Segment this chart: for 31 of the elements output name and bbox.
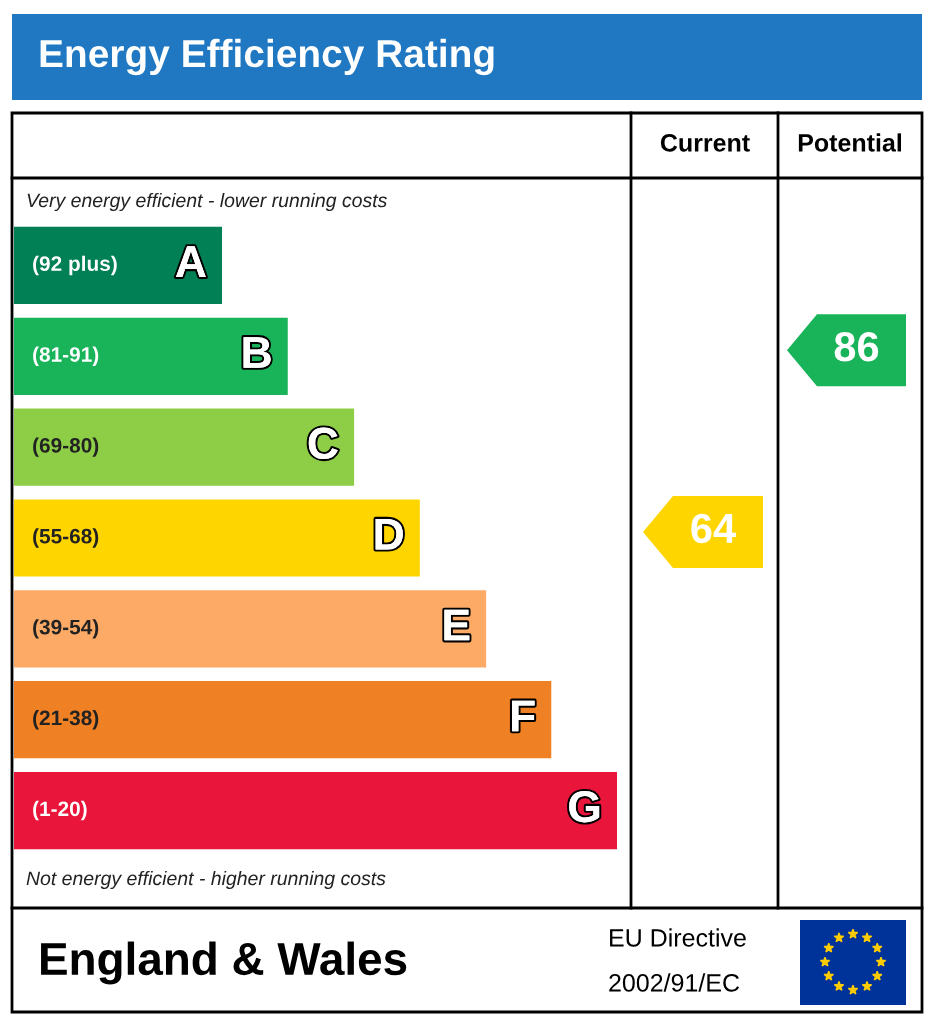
annotation: (1-20) [33,800,87,821]
text: 64 [691,513,736,544]
y-tick-label: B [243,337,271,368]
annotation: (81-91) [33,346,99,366]
chart-title: Energy Efficiency Rating [40,38,494,76]
y-tick-label: C [308,427,338,460]
text: 2002/91/EC [609,973,740,992]
bar [14,408,355,486]
text: Very energy efficient - lower running costs [27,192,387,212]
text: Potential [798,133,902,152]
y-tick-label: D [375,518,403,550]
bar [14,590,487,668]
text: England & Wales [41,941,407,985]
text: EU Directive [610,928,746,947]
annotation: (39-54) [33,619,99,639]
annotation: (21-38) [33,710,99,730]
y-tick-label: E [444,609,470,641]
y-tick-label: G [569,791,600,823]
text: Not energy efficient - higher running costs [26,870,386,890]
text: Current [660,134,750,152]
bar [14,499,420,577]
bar [14,317,288,395]
bar [14,771,617,850]
bar [14,226,223,305]
annotation: (55-68) [33,528,99,548]
text: 86 [834,331,879,362]
bar [14,681,552,759]
y-tick-label: A [175,246,206,277]
annotation: (69-80) [33,437,99,457]
y-tick-label: F [512,700,535,732]
annotation: (92 plus) [33,255,117,276]
